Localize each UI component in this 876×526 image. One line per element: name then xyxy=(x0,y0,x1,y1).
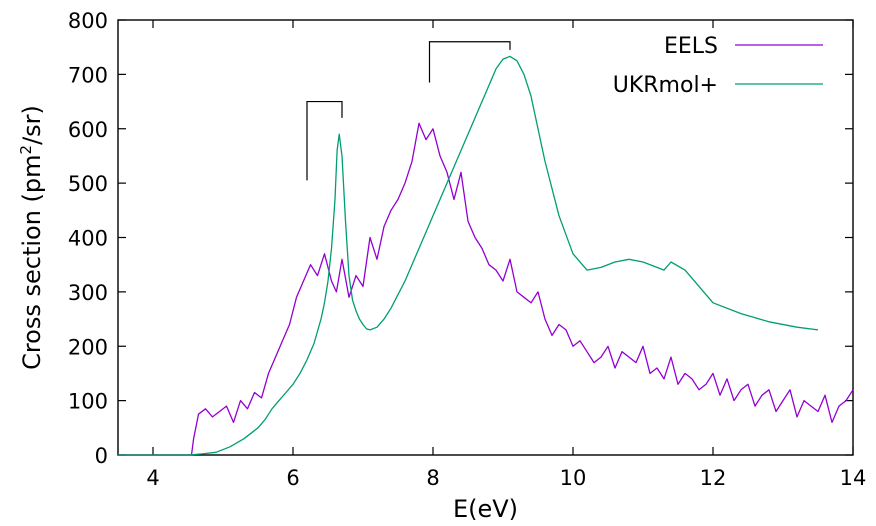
y-axis-title-superscript: 2 xyxy=(17,145,35,155)
y-tick-label: 300 xyxy=(68,281,108,305)
x-axis-title: E(eV) xyxy=(453,495,518,523)
y-tick-label: 800 xyxy=(68,9,108,33)
series-line-eels xyxy=(118,122,854,456)
x-tick-label: 12 xyxy=(700,466,727,490)
y-tick-label: 400 xyxy=(68,227,108,251)
x-tick-label: 10 xyxy=(560,466,587,490)
y-axis-title: Cross section (pm2/sr) xyxy=(17,105,46,370)
x-tick-label: 6 xyxy=(286,466,299,490)
x-tick-label: 14 xyxy=(840,466,867,490)
x-tick-label: 8 xyxy=(426,466,439,490)
peak-brackets xyxy=(306,41,511,181)
y-tick-label: 0 xyxy=(95,444,108,468)
y-axis-ticks: 0 100 200 300 400 500 600 700 800 xyxy=(68,9,853,468)
peak-bracket xyxy=(428,41,511,83)
series-layer xyxy=(118,55,854,456)
legend: EELS UKRmol+ xyxy=(613,34,823,98)
y-tick-label: 600 xyxy=(68,118,108,142)
peak-bracket xyxy=(306,100,343,181)
y-tick-label: 500 xyxy=(68,172,108,196)
legend-label-eels: EELS xyxy=(664,34,718,59)
y-tick-label: 100 xyxy=(68,390,108,414)
y-axis-title-main: Cross section (pm xyxy=(18,154,46,369)
legend-label-ukrmol: UKRmol+ xyxy=(613,73,718,98)
x-axis-ticks: 4 6 8 10 12 14 xyxy=(146,20,866,490)
y-axis-title-tail: /sr) xyxy=(18,105,46,145)
y-tick-label: 200 xyxy=(68,335,108,359)
x-tick-label: 4 xyxy=(146,466,159,490)
plot-frame xyxy=(117,19,854,456)
plot-axes: 4 6 8 10 12 14 0 100 200 300 400 500 600 700 800 xyxy=(68,9,866,490)
series-line-ukrmol xyxy=(118,55,819,456)
y-tick-label: 700 xyxy=(68,63,108,87)
